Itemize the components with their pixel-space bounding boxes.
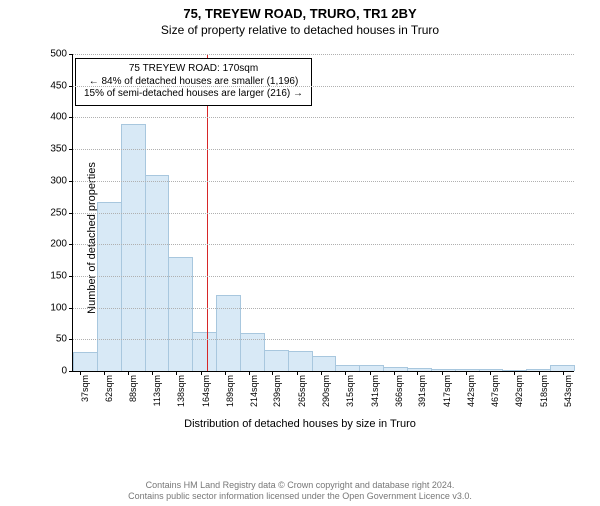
grid-line	[73, 276, 574, 277]
x-tick-label: 239sqm	[272, 375, 282, 407]
grid-line	[73, 308, 574, 309]
chart-title-sub: Size of property relative to detached ho…	[0, 23, 600, 37]
x-axis-label: Distribution of detached houses by size …	[20, 418, 580, 430]
x-tick-label: 164sqm	[201, 375, 211, 407]
histogram-bar	[192, 332, 217, 371]
histogram-bar	[121, 124, 146, 371]
y-tick-label: 500	[50, 49, 67, 60]
footer: Contains HM Land Registry data © Crown c…	[0, 480, 600, 503]
histogram-bar	[335, 365, 360, 371]
histogram-bar	[312, 356, 337, 371]
histogram-bar	[168, 257, 193, 371]
x-tick-label: 265sqm	[297, 375, 307, 407]
y-tick-label: 150	[50, 270, 67, 281]
y-tick	[69, 213, 73, 214]
y-tick	[69, 339, 73, 340]
plot-area: 75 TREYEW ROAD: 170sqm ← 84% of detached…	[72, 54, 574, 372]
footer-line2: Contains public sector information licen…	[0, 491, 600, 502]
histogram-bar	[407, 368, 432, 371]
y-tick	[69, 86, 73, 87]
y-tick	[69, 276, 73, 277]
chart-title-main: 75, TREYEW ROAD, TRURO, TR1 2BY	[0, 6, 600, 21]
y-tick-label: 250	[50, 207, 67, 218]
histogram-bar	[264, 350, 289, 371]
histogram-bar	[216, 295, 241, 371]
x-tick-label: 214sqm	[249, 375, 259, 407]
grid-line	[73, 54, 574, 55]
x-tick-label: 417sqm	[442, 375, 452, 407]
x-tick-label: 518sqm	[539, 375, 549, 407]
footer-line1: Contains HM Land Registry data © Crown c…	[0, 480, 600, 491]
x-tick-label: 37sqm	[80, 375, 90, 402]
x-tick-label: 315sqm	[345, 375, 355, 407]
x-tick-label: 492sqm	[514, 375, 524, 407]
y-tick-label: 50	[56, 334, 67, 345]
x-tick-label: 442sqm	[466, 375, 476, 407]
histogram-bar	[73, 352, 98, 371]
y-tick	[69, 117, 73, 118]
annotation-line3: 15% of semi-detached houses are larger (…	[84, 88, 303, 101]
y-tick	[69, 308, 73, 309]
histogram-bar	[97, 202, 122, 371]
y-tick	[69, 181, 73, 182]
x-tick-label: 341sqm	[370, 375, 380, 407]
y-tick-label: 300	[50, 175, 67, 186]
y-tick-label: 350	[50, 144, 67, 155]
grid-line	[73, 339, 574, 340]
x-tick-label: 366sqm	[394, 375, 404, 407]
grid-line	[73, 117, 574, 118]
y-tick	[69, 149, 73, 150]
x-tick-label: 88sqm	[128, 375, 138, 402]
y-tick	[69, 54, 73, 55]
grid-line	[73, 149, 574, 150]
x-tick-label: 543sqm	[563, 375, 573, 407]
histogram-bar	[359, 365, 384, 371]
x-tick-label: 138sqm	[176, 375, 186, 407]
grid-line	[73, 213, 574, 214]
y-tick	[69, 244, 73, 245]
x-tick-label: 290sqm	[321, 375, 331, 407]
x-tick-label: 62sqm	[104, 375, 114, 402]
x-tick-label: 189sqm	[225, 375, 235, 407]
y-tick-label: 450	[50, 80, 67, 91]
x-tick-label: 467sqm	[490, 375, 500, 407]
y-tick-label: 400	[50, 112, 67, 123]
x-tick-label: 391sqm	[417, 375, 427, 407]
grid-line	[73, 86, 574, 87]
y-tick-label: 100	[50, 302, 67, 313]
histogram-bar	[288, 351, 313, 371]
grid-line	[73, 244, 574, 245]
annotation-box: 75 TREYEW ROAD: 170sqm ← 84% of detached…	[75, 58, 312, 106]
histogram-bar	[383, 367, 408, 371]
histogram-bar	[145, 175, 170, 371]
y-tick	[69, 371, 73, 372]
grid-line	[73, 181, 574, 182]
x-tick-label: 113sqm	[152, 375, 162, 406]
annotation-line1: 75 TREYEW ROAD: 170sqm	[84, 63, 303, 76]
chart-container: Number of detached properties 75 TREYEW …	[20, 48, 580, 428]
y-tick-label: 0	[61, 366, 67, 377]
y-tick-label: 200	[50, 239, 67, 250]
